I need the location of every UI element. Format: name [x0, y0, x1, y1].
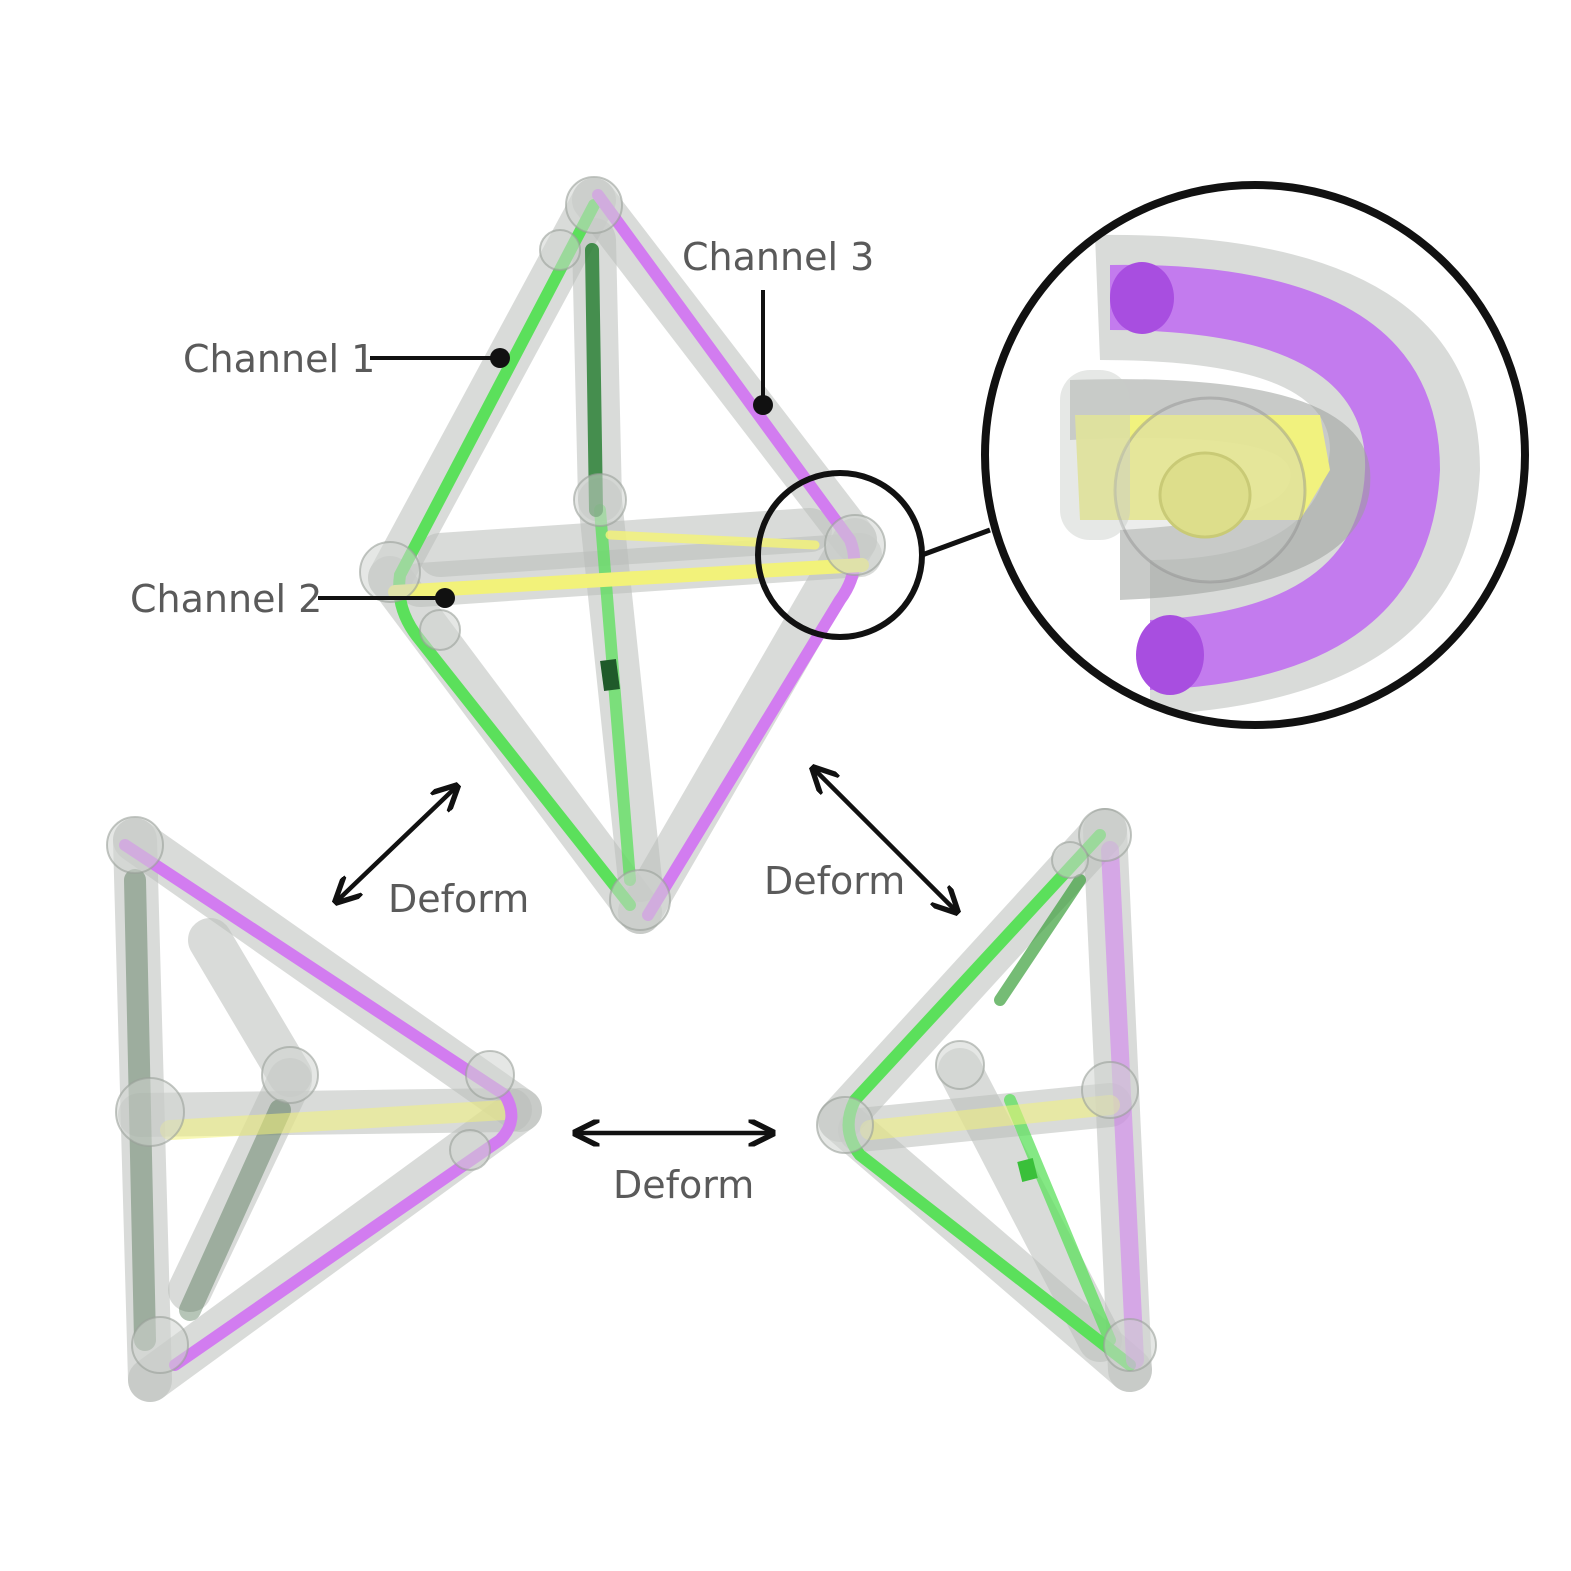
deformed-structure-right: [816, 808, 1157, 1392]
zoom-channel3-end-bottom: [1136, 615, 1204, 695]
deform-arrow-right: [815, 770, 955, 910]
zoom-connector-line: [921, 527, 991, 558]
deform-arrow-left: [338, 788, 455, 900]
deform-label-left: Deform: [388, 877, 529, 921]
right-segment-green: [1017, 1158, 1038, 1182]
callout-channel2: [318, 588, 455, 608]
channel1-segment-dark: [600, 658, 620, 692]
callout-channel3: [753, 290, 773, 415]
zoom-channel3-end-top: [1110, 262, 1174, 334]
deformed-structure-left: [106, 816, 542, 1402]
channel3-label: Channel 3: [682, 235, 874, 279]
channel2-tube: [388, 530, 869, 599]
zoom-channel3: [1110, 264, 1440, 690]
callout-channel1: [370, 348, 510, 368]
channel1-label: Channel 1: [183, 337, 375, 381]
channel1-inner-dark: [585, 243, 603, 517]
octahedron-structure: [359, 176, 886, 934]
right-channel2: [860, 1095, 1120, 1140]
joint-rings: [359, 176, 886, 931]
deform-label-bottom: Deform: [613, 1163, 754, 1207]
channel2-label: Channel 2: [130, 577, 322, 621]
zoom-inset-border: [981, 181, 1529, 729]
deform-label-right: Deform: [764, 859, 905, 903]
zoom-shell-ring: [1113, 396, 1307, 584]
zoom-channel2-end: [1158, 451, 1252, 539]
left-channel3: [119, 839, 518, 1371]
zoom-inset: [981, 181, 1529, 729]
zoom-shell-stub: [1060, 370, 1130, 540]
left-channel2: [160, 1100, 515, 1140]
